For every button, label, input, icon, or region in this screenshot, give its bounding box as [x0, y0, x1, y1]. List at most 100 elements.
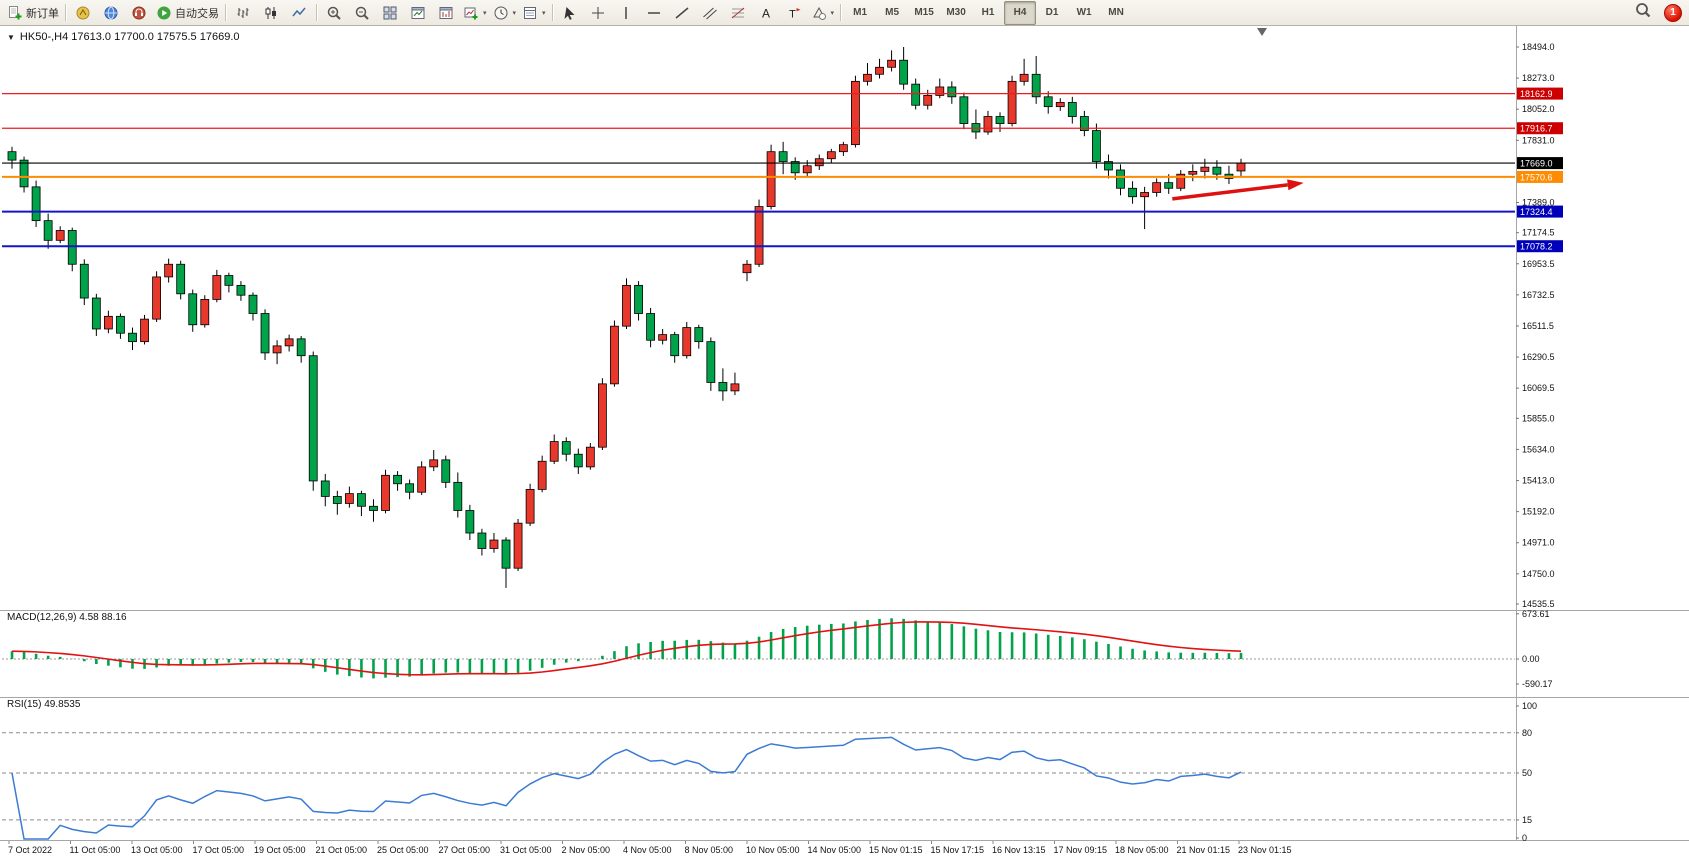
zoom-out-button[interactable]: [348, 1, 376, 25]
chart-shift-marker-icon[interactable]: [1257, 28, 1267, 36]
svg-text:13 Oct 05:00: 13 Oct 05:00: [131, 845, 183, 855]
candle: [7, 151, 17, 161]
svg-text:17 Nov 09:15: 17 Nov 09:15: [1054, 845, 1108, 855]
candle: [79, 263, 89, 299]
candle: [706, 341, 716, 383]
svg-text:27 Oct 05:00: 27 Oct 05:00: [439, 845, 491, 855]
candle: [1212, 166, 1222, 175]
autotrading-button[interactable]: 自动交易: [153, 1, 222, 25]
candle: [658, 334, 668, 341]
svg-text:18 Nov 05:00: 18 Nov 05:00: [1115, 845, 1169, 855]
channel-button[interactable]: [696, 1, 724, 25]
svg-text:0.00: 0.00: [1522, 654, 1540, 664]
new-order-button[interactable]: 新订单: [4, 1, 62, 25]
svg-text:11 Oct 05:00: 11 Oct 05:00: [70, 845, 121, 855]
rsi-indicator-label: RSI(15) 49.8535: [7, 699, 81, 710]
candle: [176, 263, 186, 295]
candle: [1092, 130, 1101, 162]
svg-text:21 Oct 05:00: 21 Oct 05:00: [316, 845, 368, 855]
candle: [513, 522, 523, 569]
search-button[interactable]: [1629, 1, 1657, 25]
trendline-button[interactable]: [668, 1, 696, 25]
hline-icon: [646, 5, 662, 21]
candlestick-chart-button[interactable]: [257, 1, 285, 25]
shapes-button[interactable]: ▾: [808, 1, 838, 25]
scales-icon: [75, 5, 91, 21]
svg-text:18494.0: 18494.0: [1522, 42, 1555, 52]
candle: [1200, 166, 1210, 172]
line-chart-button[interactable]: [285, 1, 313, 25]
rsi-line: [11, 736, 1242, 840]
bar-chart-button[interactable]: [229, 1, 257, 25]
timeframe-mn-button[interactable]: MN: [1100, 1, 1132, 25]
candle: [646, 313, 655, 341]
chart-shift-button[interactable]: [432, 1, 460, 25]
svg-text:14535.5: 14535.5: [1522, 599, 1555, 609]
svg-text:16290.5: 16290.5: [1522, 352, 1555, 362]
label-button[interactable]: T: [780, 1, 808, 25]
horizontal-lines: [2, 92, 1515, 248]
support-button[interactable]: [125, 1, 153, 25]
cursor-button[interactable]: [556, 1, 584, 25]
timeframe-m1-button[interactable]: M1: [844, 1, 876, 25]
candle: [610, 325, 619, 385]
svg-text:21 Nov 01:15: 21 Nov 01:15: [1177, 845, 1231, 855]
chart-menu-arrow-icon[interactable]: ▼: [7, 32, 15, 42]
candle: [561, 441, 571, 455]
svg-text:80: 80: [1522, 728, 1532, 738]
candle: [140, 318, 149, 343]
candle: [152, 276, 161, 320]
candle: [730, 383, 740, 392]
crosshair-button[interactable]: [584, 1, 612, 25]
fibonacci-button[interactable]: [724, 1, 752, 25]
svg-text:17389.0: 17389.0: [1522, 197, 1555, 207]
svg-text:25 Oct 05:00: 25 Oct 05:00: [377, 845, 429, 855]
price-tag: [1517, 87, 1563, 100]
template-icon: [522, 5, 538, 21]
auto-scroll-button[interactable]: [404, 1, 432, 25]
search-icon: [1635, 2, 1651, 23]
candle: [935, 86, 945, 96]
market-watch-button[interactable]: [69, 1, 97, 25]
candle: [477, 532, 487, 549]
timeframe-m30-button-label: M30: [946, 7, 966, 18]
candle: [43, 220, 53, 241]
candle: [128, 332, 137, 343]
candle: [959, 96, 969, 124]
timeframe-w1-button[interactable]: W1: [1068, 1, 1100, 25]
horizontal-line-button[interactable]: [640, 1, 668, 25]
new-chart-button[interactable]: ▾: [460, 1, 490, 25]
templates-button[interactable]: ▾: [519, 1, 549, 25]
notification-badge[interactable]: 1: [1664, 3, 1682, 22]
trend-arrow[interactable]: [1172, 179, 1304, 201]
chevron-down-icon: ▾: [542, 9, 546, 17]
crosshair-icon: [590, 5, 606, 21]
text-button[interactable]: A: [752, 1, 780, 25]
fibo-icon: [730, 5, 746, 21]
community-button[interactable]: [97, 1, 125, 25]
zoom-in-button[interactable]: [320, 1, 348, 25]
vertical-line-button[interactable]: [612, 1, 640, 25]
candle: [863, 73, 872, 82]
timeframe-d1-button[interactable]: D1: [1036, 1, 1068, 25]
candle: [1140, 192, 1150, 198]
candle: [405, 483, 415, 493]
svg-text:673.61: 673.61: [1522, 609, 1550, 619]
candle: [1128, 187, 1137, 198]
timeframe-m30-button[interactable]: M30: [940, 1, 972, 25]
time-axis: 7 Oct 2022 11 Oct 05:00 13 Oct 05:00 17 Oct…: [8, 841, 1292, 855]
price-axis: 18494.0 18273.0 18052.0 17831.0 17389.0 17174…: [1516, 42, 1555, 609]
timeframe-h4-button[interactable]: H4: [1004, 0, 1037, 25]
periods-button[interactable]: ▾: [490, 1, 520, 25]
svg-text:14 Nov 05:00: 14 Nov 05:00: [808, 845, 862, 855]
svg-text:14750.0: 14750.0: [1522, 569, 1555, 579]
timeframe-h1-button[interactable]: H1: [972, 1, 1004, 25]
timeframe-m15-button[interactable]: M15: [908, 1, 940, 25]
svg-text:17570.6: 17570.6: [1520, 172, 1553, 182]
candle: [224, 275, 234, 286]
tile-windows-button[interactable]: [376, 1, 404, 25]
svg-text:17 Oct 05:00: 17 Oct 05:00: [193, 845, 245, 855]
svg-text:7 Oct 2022: 7 Oct 2022: [8, 845, 52, 855]
candle: [634, 284, 643, 314]
timeframe-m5-button[interactable]: M5: [876, 1, 908, 25]
